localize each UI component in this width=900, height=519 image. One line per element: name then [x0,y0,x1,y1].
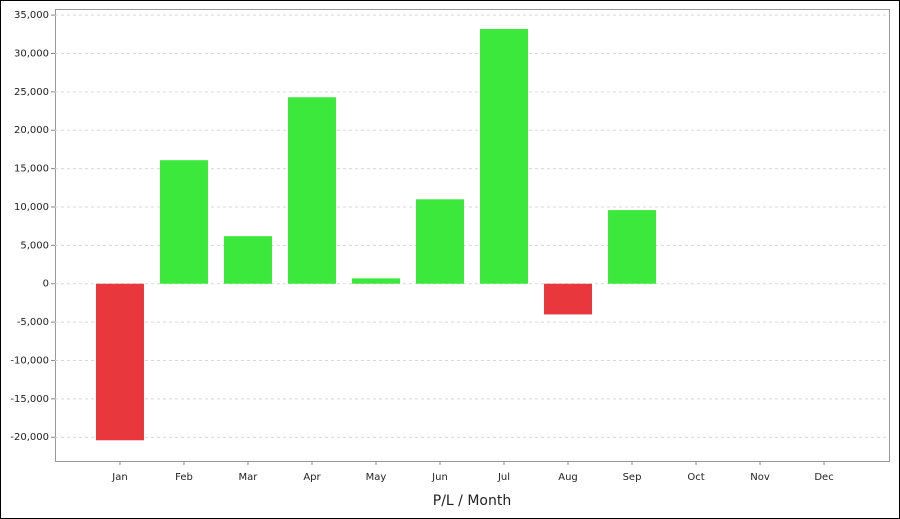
y-tick-label: 10,000 [14,202,49,213]
bar [608,210,657,284]
bar [415,199,464,284]
bar [287,97,336,284]
bar [480,28,529,284]
x-tick-label: May [366,472,387,483]
x-tick-label: Dec [814,472,833,483]
y-tick-label: 5,000 [20,240,49,251]
y-tick-label: -5,000 [17,317,49,328]
bar [159,160,208,284]
bar [95,283,144,441]
y-tick-label: 15,000 [14,164,49,175]
y-tick-label: 20,000 [14,125,49,136]
x-tick-label: Aug [558,472,578,483]
bar [223,236,272,284]
x-axis-label: P/L / Month [433,493,511,509]
bar [351,278,400,284]
y-tick-label: 0 [43,279,49,290]
x-tick-label: Oct [687,472,704,483]
bar [544,283,593,315]
x-tick-label: Mar [239,472,259,483]
y-tick-label: 25,000 [14,87,49,98]
x-tick-label: Feb [175,472,193,483]
y-tick-label: -15,000 [10,394,49,405]
x-tick-label: Jan [111,472,127,483]
y-tick-label: -10,000 [10,355,49,366]
x-tick-label: Apr [303,472,321,483]
x-tick-label: Nov [750,472,770,483]
y-tick-label: -20,000 [10,432,49,443]
x-tick-label: Sep [623,472,642,483]
x-tick-label: Jun [431,472,448,483]
y-tick-label: 30,000 [14,49,49,60]
y-tick-label: 35,000 [14,10,49,21]
x-tick-label: Jul [497,472,510,483]
